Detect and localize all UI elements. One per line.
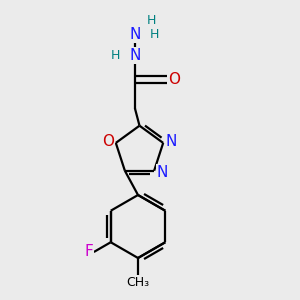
Text: O: O xyxy=(102,134,114,149)
Text: N: N xyxy=(166,134,177,149)
Text: N: N xyxy=(129,27,141,42)
Text: F: F xyxy=(85,244,94,260)
Text: O: O xyxy=(168,72,180,87)
Text: H: H xyxy=(111,49,120,62)
Text: CH₃: CH₃ xyxy=(126,276,150,290)
Text: N: N xyxy=(129,48,141,63)
Text: H: H xyxy=(147,14,156,28)
Text: N: N xyxy=(157,165,168,180)
Text: H: H xyxy=(150,28,159,41)
